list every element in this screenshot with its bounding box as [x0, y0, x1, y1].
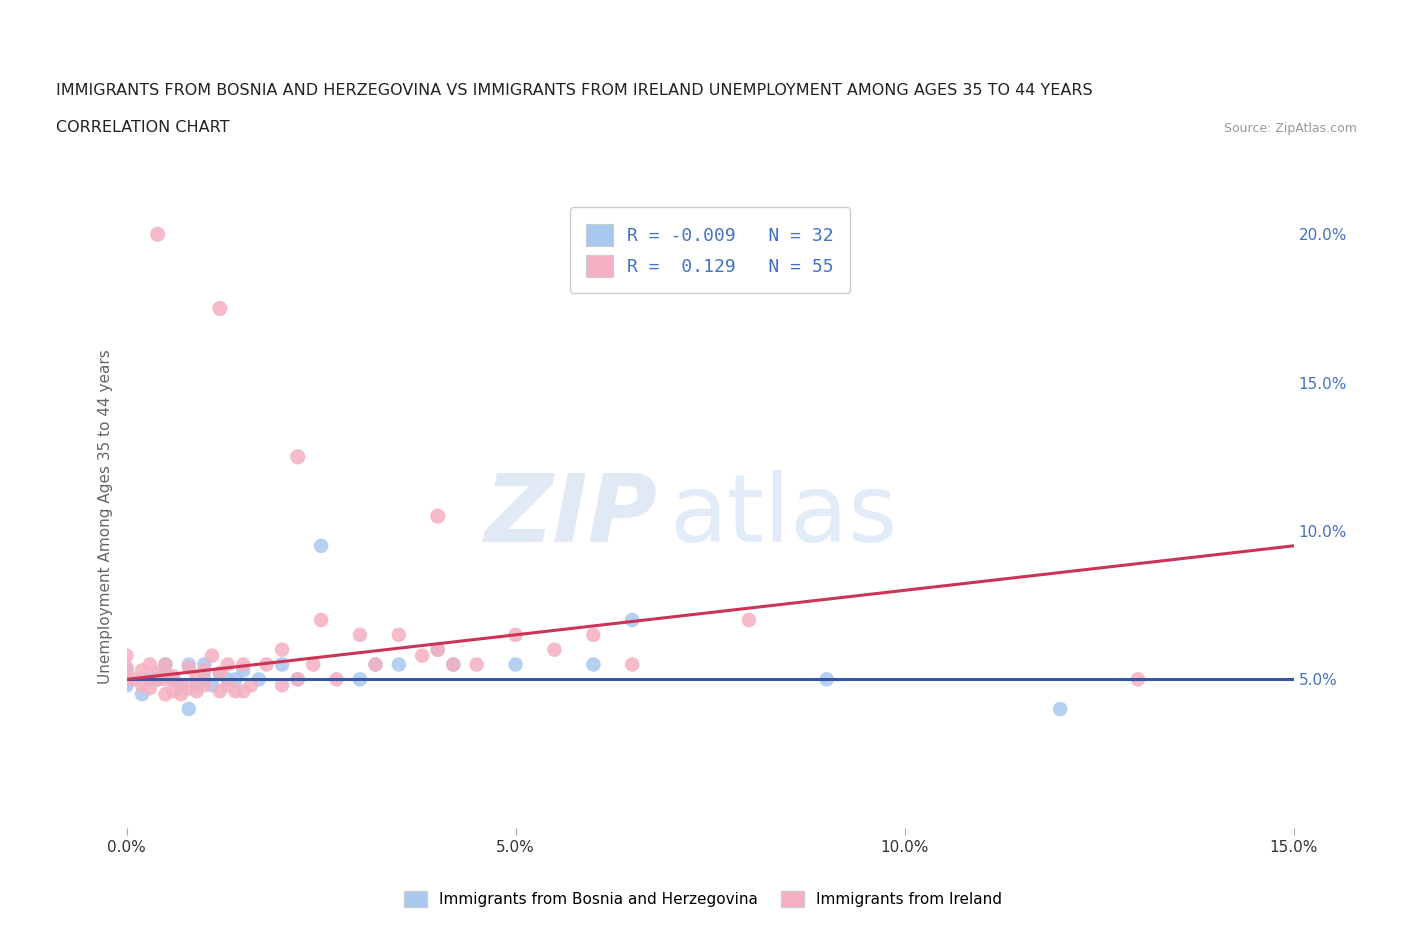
Point: [139, 671, 162, 686]
Point: [217, 671, 239, 686]
Point: [208, 684, 231, 698]
Point: [208, 666, 231, 681]
Point: [582, 628, 605, 643]
Point: [364, 658, 387, 672]
Text: Source: ZipAtlas.com: Source: ZipAtlas.com: [1223, 122, 1357, 135]
Point: [815, 671, 838, 686]
Point: [287, 671, 309, 686]
Point: [193, 671, 215, 686]
Point: [146, 671, 169, 686]
Point: [186, 678, 208, 693]
Point: [621, 613, 644, 628]
Point: [217, 678, 239, 693]
Point: [193, 658, 215, 672]
Point: [186, 684, 208, 698]
Point: [1126, 671, 1149, 686]
Text: ZIP: ZIP: [485, 471, 658, 562]
Point: [170, 686, 193, 701]
Point: [131, 678, 153, 693]
Point: [177, 681, 200, 696]
Point: [441, 658, 464, 672]
Point: [170, 678, 193, 693]
Point: [505, 658, 527, 672]
Point: [426, 643, 449, 658]
Point: [155, 671, 177, 686]
Point: [193, 663, 215, 678]
Point: [505, 628, 527, 643]
Point: [287, 671, 309, 686]
Point: [155, 686, 177, 701]
Point: [582, 658, 605, 672]
Point: [364, 658, 387, 672]
Point: [426, 509, 449, 524]
Point: [131, 663, 153, 678]
Point: [271, 678, 294, 693]
Point: [115, 660, 138, 675]
Point: [146, 671, 169, 686]
Point: [115, 663, 138, 678]
Point: [177, 660, 200, 675]
Point: [162, 684, 184, 698]
Point: [232, 663, 254, 678]
Point: [1049, 701, 1071, 716]
Point: [465, 658, 488, 672]
Point: [115, 648, 138, 663]
Point: [177, 658, 200, 672]
Point: [287, 449, 309, 464]
Point: [186, 669, 208, 684]
Point: [162, 671, 184, 686]
Point: [388, 628, 411, 643]
Point: [738, 613, 761, 628]
Point: [388, 658, 411, 672]
Point: [115, 671, 138, 686]
Point: [115, 678, 138, 693]
Point: [411, 648, 433, 663]
Point: [232, 658, 254, 672]
Point: [309, 538, 332, 553]
Point: [193, 678, 215, 693]
Point: [224, 684, 246, 698]
Point: [146, 666, 169, 681]
Point: [426, 643, 449, 658]
Point: [240, 678, 263, 693]
Point: [155, 666, 177, 681]
Legend: Immigrants from Bosnia and Herzegovina, Immigrants from Ireland: Immigrants from Bosnia and Herzegovina, …: [398, 884, 1008, 913]
Text: CORRELATION CHART: CORRELATION CHART: [56, 120, 229, 135]
Point: [302, 658, 325, 672]
Point: [224, 671, 246, 686]
Point: [208, 301, 231, 316]
Text: atlas: atlas: [669, 471, 897, 562]
Legend: R = -0.009   N = 32, R =  0.129   N = 55: R = -0.009 N = 32, R = 0.129 N = 55: [569, 207, 851, 293]
Point: [349, 671, 371, 686]
Point: [155, 658, 177, 672]
Point: [325, 671, 347, 686]
Point: [201, 648, 224, 663]
Point: [124, 671, 146, 686]
Point: [146, 227, 169, 242]
Point: [441, 658, 464, 672]
Point: [256, 658, 278, 672]
Point: [621, 658, 644, 672]
Point: [115, 671, 138, 686]
Point: [177, 701, 200, 716]
Text: IMMIGRANTS FROM BOSNIA AND HERZEGOVINA VS IMMIGRANTS FROM IRELAND UNEMPLOYMENT A: IMMIGRANTS FROM BOSNIA AND HERZEGOVINA V…: [56, 83, 1092, 98]
Point: [170, 678, 193, 693]
Point: [162, 669, 184, 684]
Point: [309, 613, 332, 628]
Point: [247, 671, 270, 686]
Point: [139, 681, 162, 696]
Point: [208, 666, 231, 681]
Y-axis label: Unemployment Among Ages 35 to 44 years: Unemployment Among Ages 35 to 44 years: [97, 349, 112, 684]
Point: [543, 643, 565, 658]
Point: [131, 686, 153, 701]
Point: [217, 658, 239, 672]
Point: [139, 658, 162, 672]
Point: [271, 643, 294, 658]
Point: [232, 684, 254, 698]
Point: [201, 678, 224, 693]
Point: [271, 658, 294, 672]
Point: [155, 658, 177, 672]
Point: [349, 628, 371, 643]
